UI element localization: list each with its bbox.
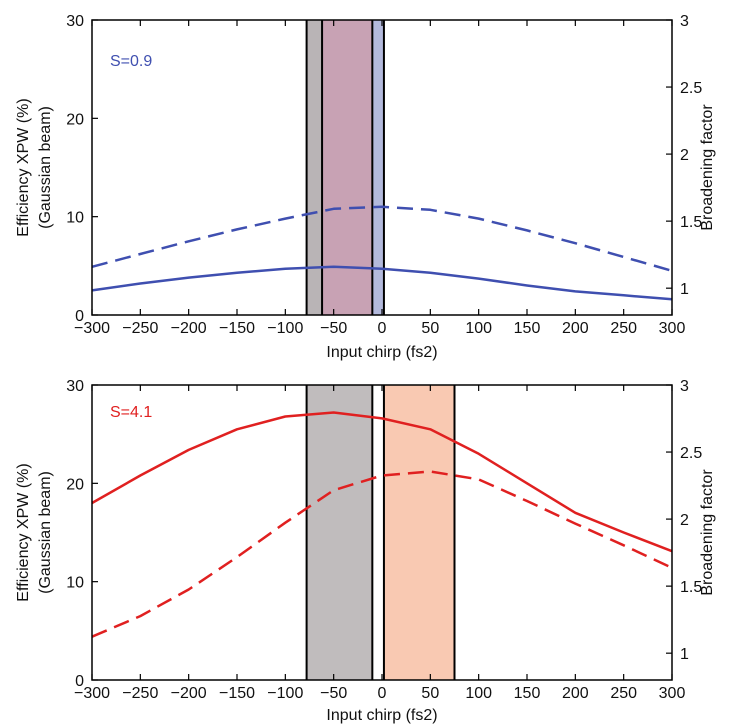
- series-line-solid: [91, 265, 673, 301]
- x-tick-label: −100: [267, 685, 303, 702]
- x-tick-label: 50: [421, 320, 439, 337]
- y2-tick-label: 2: [680, 512, 689, 529]
- x-tick-label: 0: [378, 320, 387, 337]
- y-axis-label-line1: Efficiency XPW (%): [15, 463, 32, 601]
- x-tick-label: −50: [320, 320, 347, 337]
- x-tick-label: −150: [219, 685, 255, 702]
- y-tick-label: 0: [75, 308, 84, 325]
- y-axis-label-line2: (Gaussian beam): [37, 471, 54, 594]
- x-tick-label: −200: [171, 320, 207, 337]
- y-tick-label: 30: [66, 378, 84, 395]
- x-tick-label: −100: [267, 320, 303, 337]
- parameter-annotation: S=4.1: [110, 404, 152, 421]
- y2-tick-label: 3: [680, 13, 689, 30]
- chart-panel-2: −300 −250 −200 −150 −100 −50 0 50 100 150 200 250 30…: [15, 378, 716, 724]
- y-axis-label-line2: (Gaussian beam): [37, 106, 54, 229]
- x-tick-label: 300: [659, 320, 686, 337]
- y2-tick-label: 3: [680, 378, 689, 395]
- y2-tick-label: 1.5: [680, 214, 702, 231]
- y-tick-label: 10: [66, 210, 84, 227]
- plot-frame: [91, 384, 673, 681]
- x-tick-label: 150: [514, 320, 541, 337]
- y-axis-label-line1: Efficiency XPW (%): [15, 98, 32, 236]
- y-tick-label: 20: [66, 476, 84, 493]
- x-tick-label: 150: [514, 685, 541, 702]
- chart-panel-1: −300 −250 −200 −150 −100 −50 0 50 100 150 200 250 30…: [15, 13, 716, 361]
- x-axis-label: Input chirp (fs2): [326, 344, 437, 361]
- series-line-dashed: [91, 470, 673, 638]
- y-tick-label: 20: [66, 111, 84, 128]
- series-line-solid: [91, 411, 673, 553]
- y2-tick-label: 1: [680, 281, 689, 298]
- x-tick-label: −200: [171, 685, 207, 702]
- x-tick-label: 200: [562, 685, 589, 702]
- x-tick-label: 200: [562, 320, 589, 337]
- x-tick-label: −250: [122, 320, 158, 337]
- parameter-annotation: S=0.9: [110, 53, 152, 70]
- y2-axis-label: Broadening factor: [699, 104, 716, 231]
- y-tick-label: 0: [75, 673, 84, 690]
- x-tick-label: −50: [320, 685, 347, 702]
- x-tick-label: 300: [659, 685, 686, 702]
- x-tick-label: 0: [378, 685, 387, 702]
- shaded-band: [372, 20, 384, 315]
- y2-tick-label: 2.5: [680, 80, 702, 97]
- shaded-band: [306, 385, 373, 680]
- shaded-band: [322, 20, 373, 315]
- x-tick-label: 100: [465, 685, 492, 702]
- x-tick-label: −300: [74, 685, 110, 702]
- x-tick-label: −250: [122, 685, 158, 702]
- x-tick-label: 250: [610, 685, 637, 702]
- x-tick-label: −300: [74, 320, 110, 337]
- y-tick-label: 10: [66, 575, 84, 592]
- series-line-dashed: [91, 205, 673, 273]
- y2-tick-label: 1: [680, 646, 689, 663]
- x-tick-label: 100: [465, 320, 492, 337]
- y2-tick-label: 1.5: [680, 579, 702, 596]
- y2-tick-label: 2.5: [680, 445, 702, 462]
- y2-axis-label: Broadening factor: [699, 469, 716, 596]
- y-tick-label: 30: [66, 13, 84, 30]
- shaded-band: [306, 20, 323, 315]
- y2-tick-label: 2: [680, 147, 689, 164]
- x-tick-label: −150: [219, 320, 255, 337]
- x-tick-label: 250: [610, 320, 637, 337]
- x-tick-label: 50: [421, 685, 439, 702]
- shaded-band: [383, 385, 455, 680]
- x-axis-label: Input chirp (fs2): [326, 707, 437, 724]
